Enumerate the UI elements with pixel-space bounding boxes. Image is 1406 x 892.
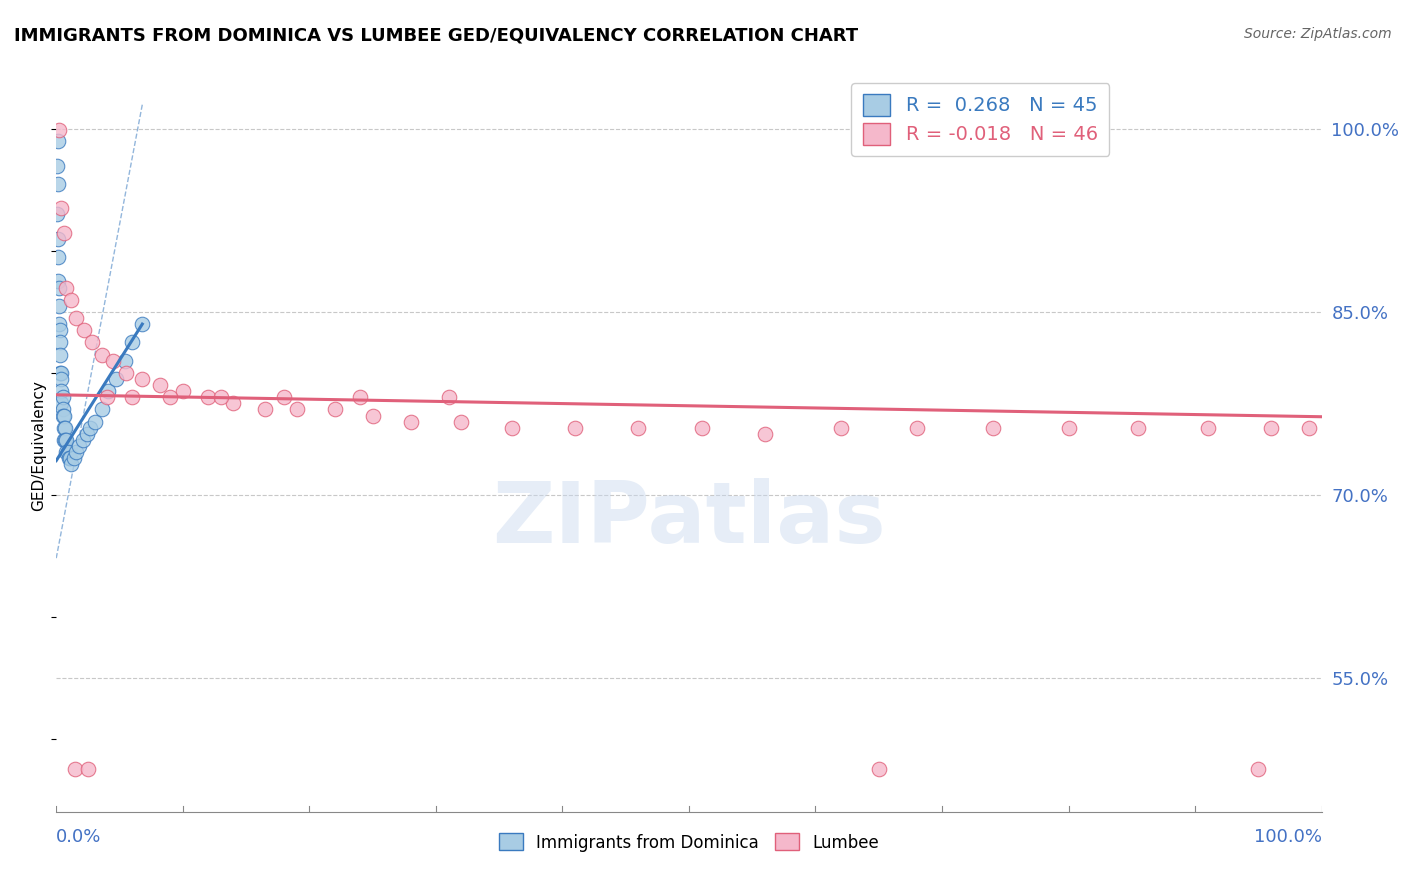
Point [868,762,890,776]
Point [58,451,80,466]
Point [1247,762,1270,776]
Point [361,409,384,423]
Point [79,421,101,435]
Point [65,762,87,776]
Text: IMMIGRANTS FROM DOMINICA VS LUMBEE GED/EQUIVALENCY CORRELATION CHART: IMMIGRANTS FROM DOMINICA VS LUMBEE GED/E… [14,27,858,45]
Point [52,433,75,447]
Point [84,415,107,429]
Point [49,366,72,380]
Point [121,390,143,404]
Point [349,390,371,404]
Point [981,421,1004,435]
Point [253,402,276,417]
Point [754,426,776,441]
Point [46,134,69,148]
Point [90,402,112,417]
Point [1057,421,1080,435]
Point [564,421,586,435]
Text: Source: ZipAtlas.com: Source: ZipAtlas.com [1244,27,1392,41]
Point [46,250,69,264]
Point [222,396,245,410]
Point [46,159,69,173]
Point [121,335,143,350]
Point [55,280,77,294]
Point [323,402,346,417]
Point [65,445,87,459]
Point [90,348,112,362]
Point [46,207,69,221]
Point [197,390,219,404]
Point [131,317,153,331]
Point [53,421,76,435]
Point [51,372,73,386]
Point [52,409,75,423]
Point [96,390,118,404]
Point [80,335,103,350]
Point [52,409,75,423]
Point [49,335,72,350]
Point [67,439,90,453]
Point [52,402,75,417]
Point [48,280,70,294]
Point [52,421,75,435]
Point [830,421,852,435]
Point [1128,421,1150,435]
Point [450,415,472,429]
Point [1260,421,1282,435]
Point [1197,421,1219,435]
Point [46,232,69,246]
Point [905,421,928,435]
Point [131,372,153,386]
Text: 100.0%: 100.0% [1254,828,1322,846]
Point [65,311,87,326]
Point [49,348,72,362]
Point [55,445,77,459]
Point [690,421,713,435]
Point [285,402,308,417]
Point [97,384,120,399]
Point [52,226,75,240]
Point [51,366,73,380]
Point [56,445,79,459]
Point [114,353,136,368]
Point [399,415,422,429]
Point [59,451,82,466]
Point [172,384,194,399]
Point [73,323,96,337]
Point [627,421,650,435]
Point [114,366,138,380]
Point [48,317,70,331]
Point [63,451,86,466]
Legend: Immigrants from Dominica, Lumbee: Immigrants from Dominica, Lumbee [492,827,886,858]
Text: 0.0%: 0.0% [56,828,101,846]
Point [49,323,72,337]
Point [48,123,70,137]
Point [273,390,295,404]
Point [51,396,73,410]
Point [53,433,76,447]
Point [51,201,73,215]
Point [52,390,75,404]
Point [501,421,523,435]
Point [51,384,73,399]
Point [76,762,98,776]
Point [48,299,70,313]
Point [72,433,94,447]
Point [76,426,98,441]
Y-axis label: GED/Equivalency: GED/Equivalency [31,381,46,511]
Point [104,372,127,386]
Point [46,177,69,191]
Point [1298,421,1320,435]
Point [46,274,69,288]
Point [55,433,77,447]
Point [103,353,124,368]
Point [149,378,172,392]
Point [60,293,83,307]
Text: ZIPatlas: ZIPatlas [492,477,886,561]
Point [437,390,460,404]
Point [159,390,181,404]
Point [209,390,232,404]
Point [60,458,83,472]
